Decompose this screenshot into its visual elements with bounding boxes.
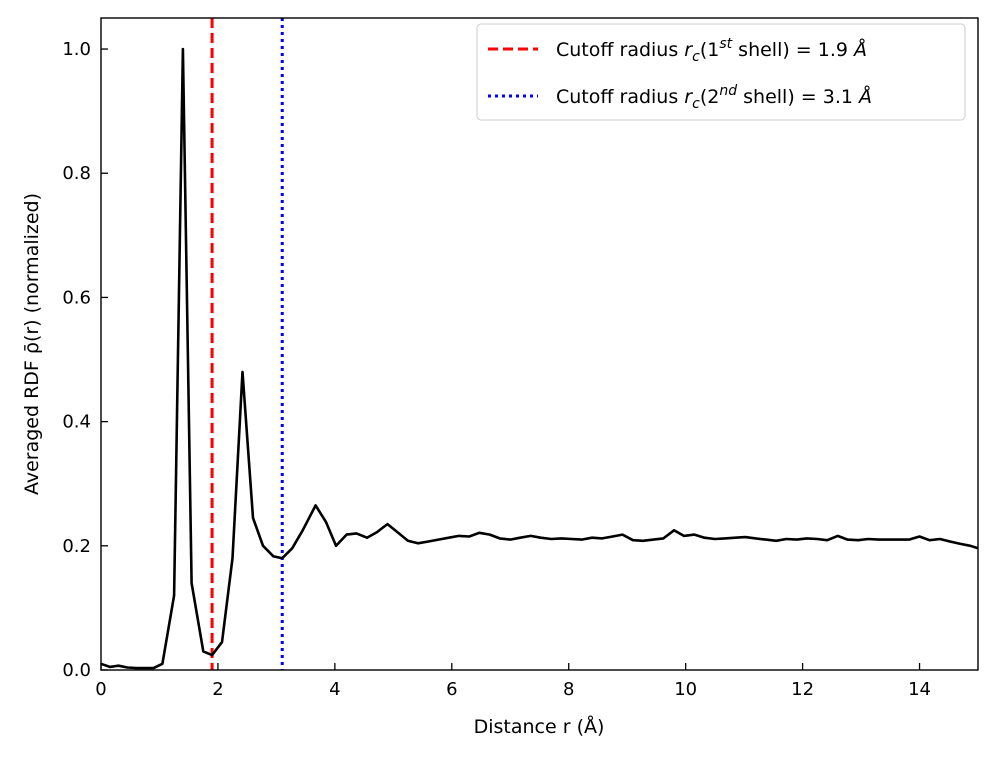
legend-text-unit: Å <box>852 38 867 61</box>
rdf-series-line <box>101 47 978 670</box>
y-axis-label: Averaged RDF ρ̄(r) (normalized) <box>21 193 43 495</box>
y-tick-label: 0.6 <box>62 287 91 308</box>
x-tick-label: 6 <box>446 679 457 700</box>
legend-text-close: shell) = 3.1 <box>737 86 859 108</box>
plot-frame <box>100 17 979 671</box>
x-tick-label: 12 <box>791 679 814 700</box>
legend-text-sup: nd <box>719 83 737 99</box>
legend-text-sub: c <box>692 96 700 112</box>
legend-label: Cutoff radius rc(1st shell) = 1.9 Å <box>556 36 867 65</box>
legend-text-sup: st <box>719 36 732 52</box>
legend-text-r: r <box>684 86 693 108</box>
legend-text-open: (1 <box>700 39 720 61</box>
y-tick-label: 0.8 <box>62 163 91 184</box>
x-axis-label: Distance r (Å) <box>474 715 605 738</box>
x-axis-ticks: 0 2 4 6 8 10 12 14 <box>95 663 931 700</box>
legend-label: Cutoff radius rc(2nd shell) = 3.1 Å <box>556 83 872 112</box>
legend-text-prefix: Cutoff radius <box>556 39 684 61</box>
x-tick-label: 2 <box>212 679 223 700</box>
x-tick-label: 8 <box>563 679 574 700</box>
legend-text-r: r <box>684 39 693 61</box>
legend-text-sub: c <box>692 49 700 65</box>
x-tick-label: 14 <box>908 679 931 700</box>
y-tick-label: 1.0 <box>62 39 91 60</box>
legend: Cutoff radius rc(1st shell) = 1.9 ÅCutof… <box>476 23 966 121</box>
y-tick-label: 0.4 <box>62 412 91 433</box>
y-tick-label: 0.0 <box>62 660 91 681</box>
x-tick-label: 4 <box>329 679 340 700</box>
legend-text-prefix: Cutoff radius <box>556 86 684 108</box>
legend-box <box>476 23 966 121</box>
legend-text-open: (2 <box>700 86 720 108</box>
y-tick-label: 0.2 <box>62 536 91 557</box>
legend-text-unit: Å <box>857 85 872 108</box>
y-axis-ticks: 0.0 0.2 0.4 0.6 0.8 1.0 <box>62 39 108 681</box>
series-group <box>101 47 978 670</box>
x-tick-label: 0 <box>95 679 106 700</box>
cutoff-lines <box>210 18 284 670</box>
legend-text-close: shell) = 1.9 <box>732 39 854 61</box>
x-tick-label: 10 <box>674 679 697 700</box>
